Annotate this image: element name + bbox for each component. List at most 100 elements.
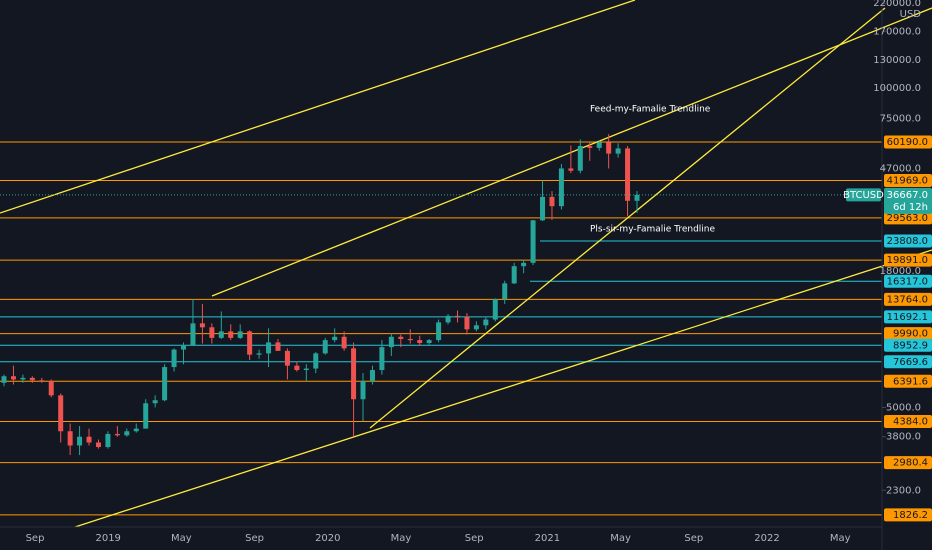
y-tick-label: 130000.0 — [873, 55, 921, 66]
candle-body — [237, 331, 243, 338]
level-label: 2980.4 — [893, 458, 928, 469]
candle-body — [77, 436, 83, 446]
candle-body — [369, 370, 375, 382]
level-label: 9990.0 — [893, 329, 928, 340]
level-label: 16317.0 — [887, 276, 928, 287]
candle-body — [634, 194, 640, 201]
level-label: 13764.0 — [887, 294, 928, 305]
x-tick-label: Sep — [245, 533, 264, 544]
candle-body — [209, 327, 215, 338]
candle-body — [124, 431, 130, 436]
trendline — [74, 249, 932, 528]
level-badge — [884, 355, 932, 369]
candle-body — [266, 342, 272, 354]
level-badge — [884, 211, 932, 225]
y-tick-label: 220000.0 — [873, 0, 921, 9]
level-label: 7669.6 — [893, 357, 928, 368]
level-label: 23808.0 — [887, 236, 928, 247]
candle-body — [143, 403, 149, 429]
level-badge — [884, 310, 932, 324]
level-badge — [884, 338, 932, 352]
candle-body — [521, 262, 527, 267]
candle-body — [313, 353, 319, 369]
x-tick-label: Sep — [465, 533, 484, 544]
candle-body — [86, 436, 92, 443]
candle-body — [540, 196, 546, 221]
x-tick-label: May — [610, 533, 631, 544]
candle-body — [530, 220, 536, 263]
candle-body — [483, 319, 489, 326]
candle-body — [360, 381, 366, 400]
x-tick-label: Sep — [684, 533, 703, 544]
candle-body — [445, 315, 451, 323]
trendline — [211, 7, 932, 297]
annotation: Pls-sir-my-Famalie Trendline — [590, 225, 715, 235]
x-tick-label: Sep — [26, 533, 45, 544]
y-tick-label: 47000.0 — [880, 163, 921, 174]
candle-body — [256, 353, 262, 355]
level-label: 6391.6 — [893, 376, 928, 387]
x-tick-label: May — [171, 533, 192, 544]
candle-body — [558, 168, 564, 207]
candle-body — [114, 433, 120, 436]
candle-body — [436, 322, 442, 341]
level-badge — [884, 292, 932, 306]
candle-body — [577, 146, 583, 171]
last-price-label: 36667.0 — [887, 190, 928, 201]
y-tick-label: 3800.0 — [886, 432, 921, 443]
level-label: 4384.0 — [893, 416, 928, 427]
candle-body — [388, 336, 394, 348]
level-badge — [884, 253, 932, 267]
y-tick-label: 5000.0 — [886, 402, 921, 413]
level-badge — [884, 456, 932, 470]
candle-body — [417, 340, 423, 343]
x-tick-label: May — [391, 533, 412, 544]
trendline — [369, 7, 886, 429]
candle-body — [199, 323, 205, 328]
x-tick-label: 2022 — [754, 533, 779, 544]
candle-body — [511, 266, 517, 284]
x-tick-label: 2019 — [95, 533, 120, 544]
candle-body — [407, 338, 413, 341]
level-badge — [884, 274, 932, 288]
level-label: 41969.0 — [887, 176, 928, 187]
x-tick-label: May — [830, 533, 851, 544]
x-tick-label: 2021 — [535, 533, 560, 544]
candle-body — [29, 377, 35, 381]
candle-body — [492, 299, 498, 320]
level-label: 11692.1 — [887, 312, 928, 323]
level-badge — [884, 234, 932, 248]
candle-body — [247, 331, 253, 355]
candle-body — [303, 368, 309, 371]
candle-body — [284, 350, 290, 366]
candle-body — [133, 428, 139, 432]
symbol-badge — [846, 188, 881, 202]
candle-body — [39, 380, 45, 382]
candle-body — [218, 331, 224, 338]
candle-body — [190, 323, 196, 346]
candle-body — [332, 336, 338, 341]
candle-body — [568, 168, 574, 171]
candle-body — [95, 442, 101, 448]
level-label: 60190.0 — [887, 137, 928, 148]
candle-body — [426, 340, 432, 343]
y-tick-label: 2300.0 — [886, 485, 921, 496]
candle-body — [473, 325, 479, 330]
last-price-badge — [884, 187, 932, 214]
level-label: 8952.9 — [893, 340, 928, 351]
candle-body — [606, 142, 612, 154]
candle-body — [171, 349, 177, 368]
candle-body — [181, 345, 187, 350]
candle-body — [20, 377, 26, 380]
candle-body — [48, 381, 54, 396]
candle-body — [625, 148, 631, 201]
candle-body — [322, 340, 328, 354]
trendline — [0, 0, 636, 214]
candle-body — [152, 400, 158, 404]
y-tick-label: 170000.0 — [873, 26, 921, 37]
candle-body — [105, 433, 111, 448]
candle-body — [398, 336, 404, 339]
candle-body — [275, 342, 281, 351]
